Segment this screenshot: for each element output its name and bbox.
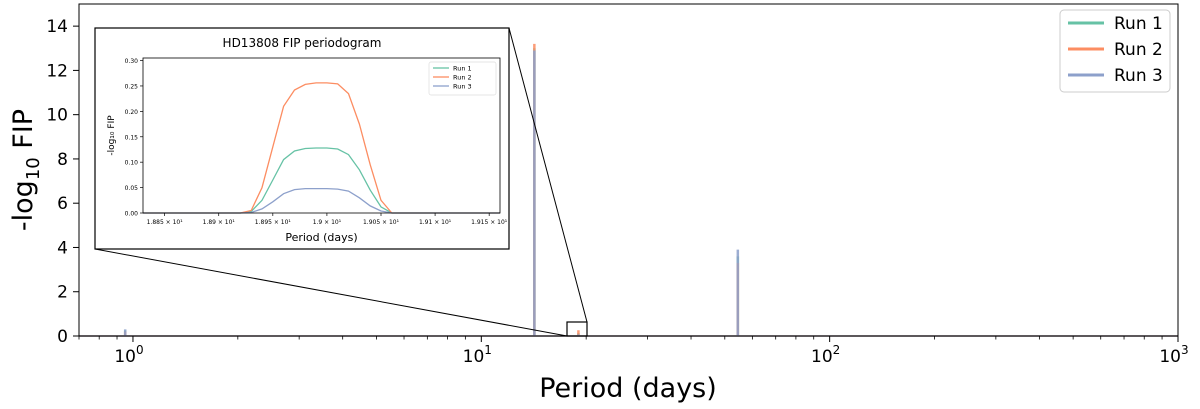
main-y-tick-label: 12 [46,61,68,81]
main-y-tick-label: 8 [57,150,68,170]
inset-x-axis-label: Period (days) [285,231,357,244]
inset-x-tick-label: 1.89 × 10¹ [203,219,236,226]
main-y-tick-label: 0 [57,327,68,347]
inset-y-tick-label: 0.05 [125,185,139,192]
inset-plot: HD13808 FIP periodogram 0.00 0.05 0.10 0.15 0… [94,27,510,250]
inset-series-run-3 [143,187,500,214]
zoom-connector-right [508,27,588,323]
main-y-tick-label: 10 [46,106,68,126]
zoom-indicator [94,27,588,337]
inset-y-tick-label: 0.25 [125,83,139,90]
main-legend-label: Run 1 [1114,14,1163,34]
inset-x-tick-label: 1.905 × 10¹ [363,219,400,226]
main-plot-frame [78,3,1179,337]
inset-axes-frame [142,57,501,214]
main-legend-box [1059,9,1171,93]
inset-y-tick-label: 0.15 [125,134,139,141]
inset-x-tick-label: 1.9 × 10¹ [313,219,342,226]
inset-legend-label: Run 2 [453,73,472,81]
inset-y-axis-label: -log₁₀ FIP [107,115,117,156]
inset-series-run-2 [143,82,500,214]
inset-x-tick-label: 1.885 × 10¹ [147,219,184,226]
inset-series-run-1 [143,147,500,214]
main-x-tick-label: 102 [811,343,840,367]
inset-legend-label: Run 3 [453,82,472,90]
zoom-connector-left [94,248,568,337]
main-legend-label: Run 2 [1114,40,1163,60]
zoom-region-box [566,321,588,337]
main-x-axis-label: Period (days) [539,373,717,404]
main-y-tick-label: 6 [57,194,68,214]
main-y-tick-label: 4 [57,238,68,258]
main-y-ticks: 0 2 4 6 8 10 12 14 [46,17,79,347]
inset-legend-box [428,61,497,96]
main-y-tick-label: 14 [46,17,68,37]
main-legend: Run 1 Run 2 Run 3 [1059,9,1171,93]
inset-title: HD13808 FIP periodogram [223,36,382,50]
inset-x-tick-label: 1.915 × 10¹ [471,219,508,226]
inset-x-tick-label: 1.895 × 10¹ [255,219,292,226]
main-legend-label: Run 3 [1114,66,1163,86]
inset-y-tick-label: 0.00 [125,211,139,218]
inset-x-tick-label: 1.91 × 10¹ [419,219,452,226]
main-y-tick-label: 2 [57,283,68,303]
inset-legend-label: Run 1 [453,64,472,72]
inset-frame [94,27,510,250]
inset-y-tick-label: 0.10 [125,160,139,167]
inset-y-tick-label: 0.30 [125,58,139,65]
inset-y-tick-label: 0.20 [125,109,139,116]
